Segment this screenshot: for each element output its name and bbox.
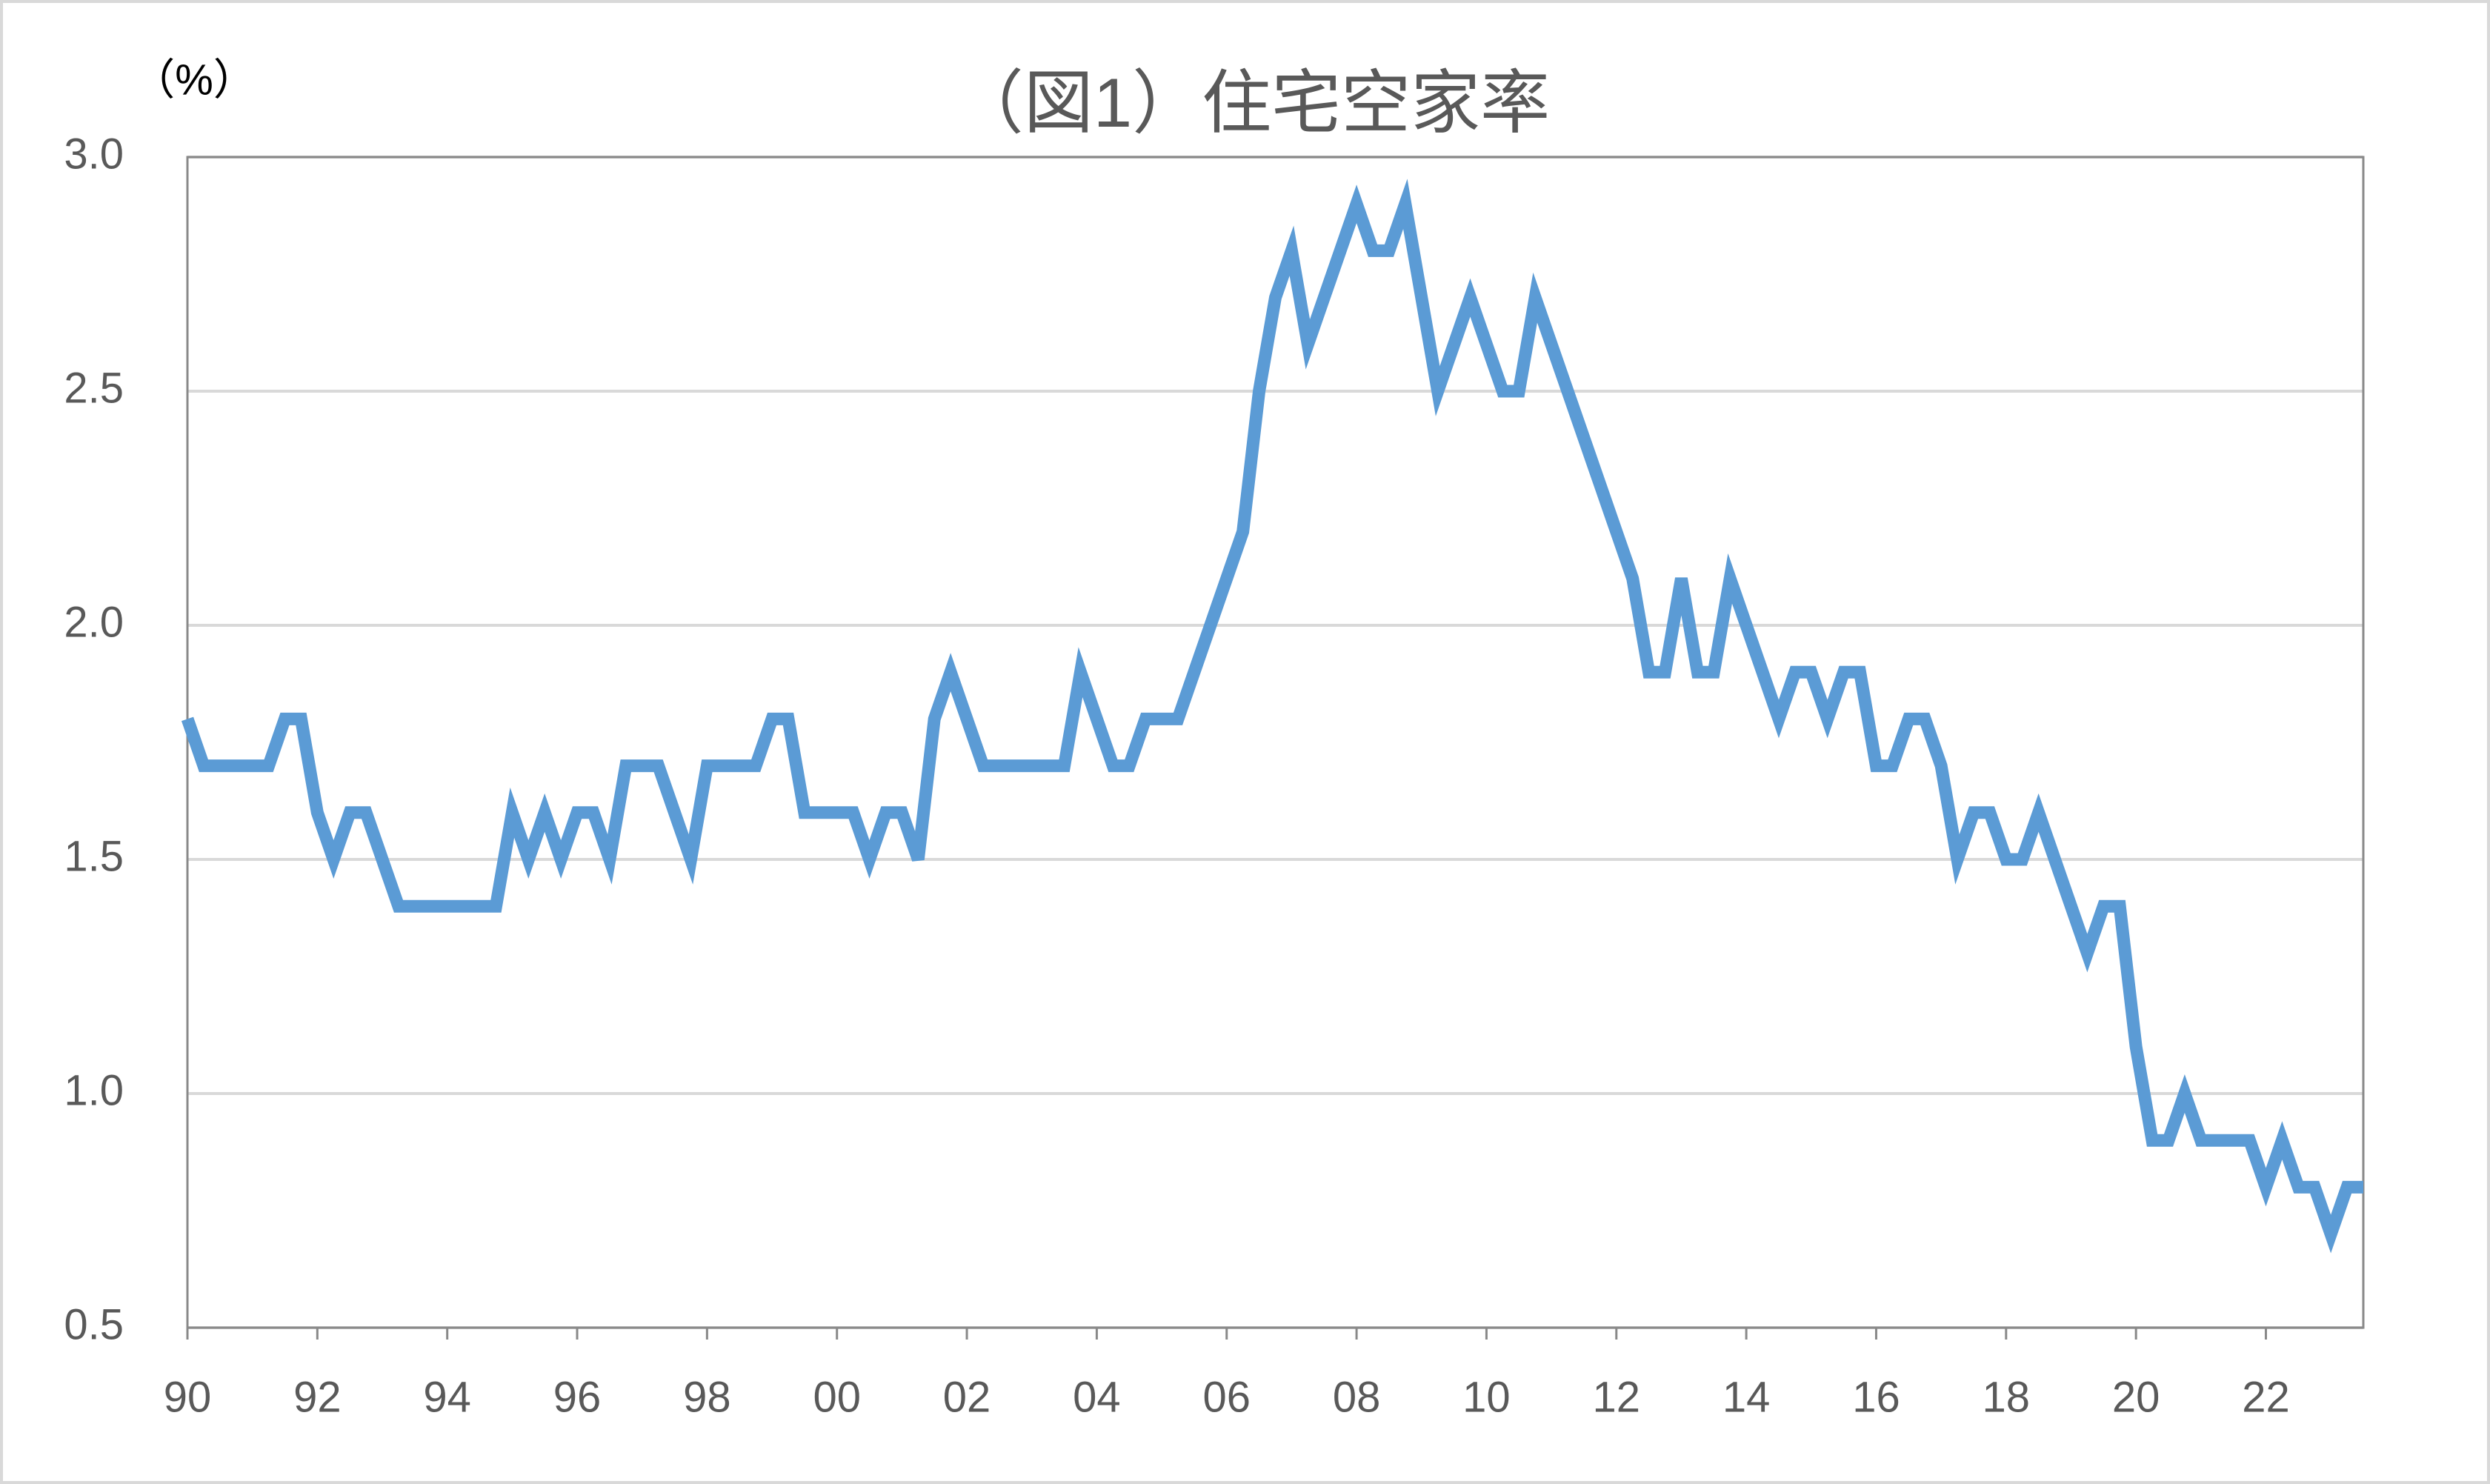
x-tick-label: 94 xyxy=(423,1373,471,1421)
x-tick-label: 92 xyxy=(293,1373,342,1421)
x-tick-label: 16 xyxy=(1852,1373,1900,1421)
x-tick-label: 18 xyxy=(1983,1373,2031,1421)
y-axis-unit: （%） xyxy=(132,56,256,104)
x-tick-label: 06 xyxy=(1202,1373,1251,1421)
x-tick-label: 96 xyxy=(553,1373,602,1421)
x-tick-label: 12 xyxy=(1593,1373,1641,1421)
y-tick-label: 1.5 xyxy=(64,832,124,880)
y-tick-label: 2.5 xyxy=(64,364,124,412)
y-tick-label: 0.5 xyxy=(64,1300,124,1348)
x-tick-label: 14 xyxy=(1722,1373,1771,1421)
y-tick-label: 3.0 xyxy=(64,130,124,178)
x-tick-label: 00 xyxy=(813,1373,861,1421)
y-tick-label: 2.0 xyxy=(64,598,124,646)
x-tick-label: 22 xyxy=(2242,1373,2290,1421)
x-tick-label: 20 xyxy=(2112,1373,2160,1421)
x-tick-label: 10 xyxy=(1462,1373,1511,1421)
chart-title: （図1）住宅空家率 xyxy=(954,64,1550,142)
x-tick-label: 90 xyxy=(164,1373,212,1421)
plot-border xyxy=(186,156,2365,1329)
x-tick-label: 02 xyxy=(943,1373,991,1421)
x-tick-label: 08 xyxy=(1333,1373,1381,1421)
data-line xyxy=(181,179,2363,1254)
x-tick-label: 04 xyxy=(1073,1373,1121,1421)
y-tick-label: 1.0 xyxy=(64,1066,124,1114)
x-tick-label: 98 xyxy=(683,1373,731,1421)
